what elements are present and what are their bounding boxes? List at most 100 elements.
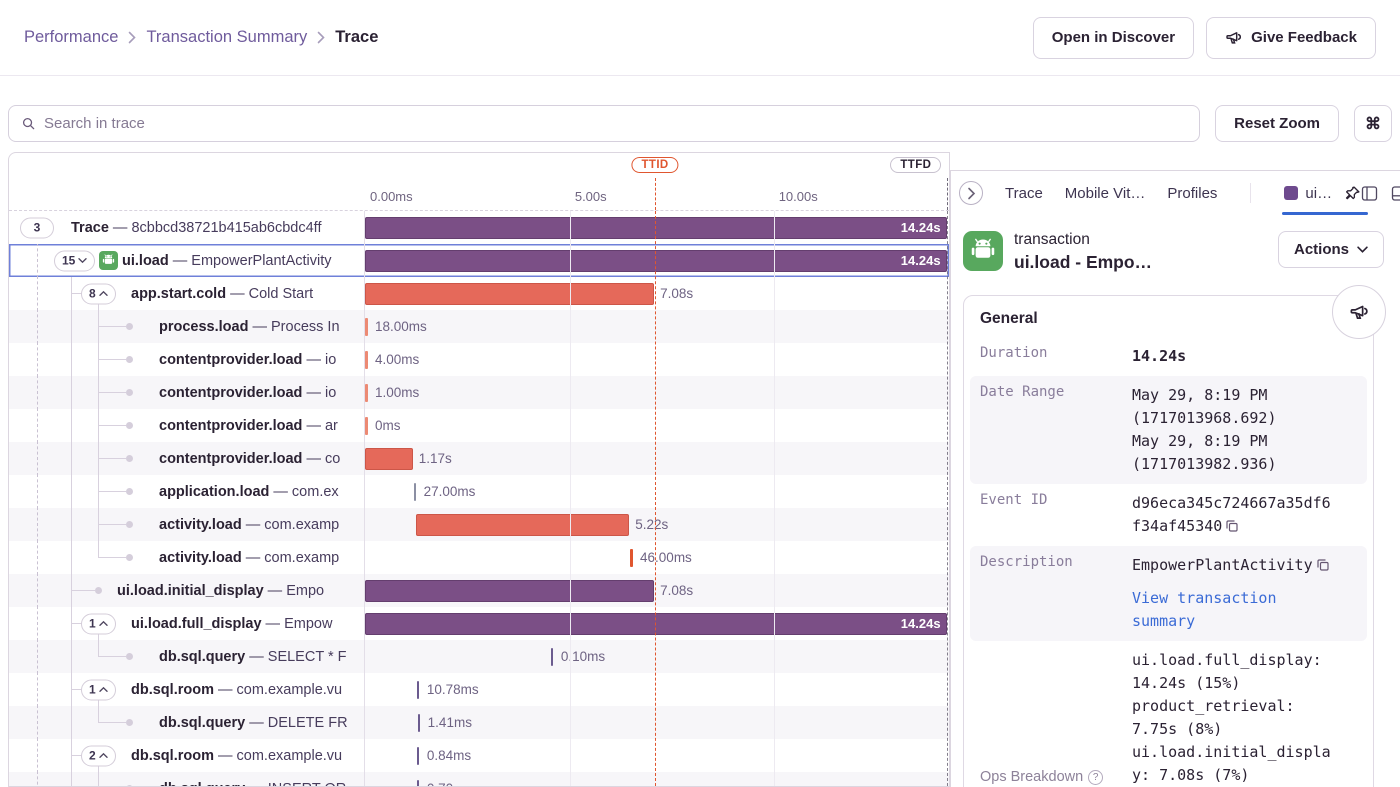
ops-breakdown-item: ui.load.full_display: 14.24s (15%)	[1132, 649, 1332, 695]
span-label: contentprovider.load — io	[159, 376, 362, 409]
trace-row[interactable]: ui.load.initial_display — Empo7.08s	[9, 574, 949, 607]
span-tick	[365, 318, 368, 336]
tab-trace[interactable]: Trace	[1005, 171, 1043, 215]
transaction-titles: transaction ui.load - Empo…	[1014, 231, 1152, 273]
divider	[1250, 183, 1251, 203]
span-description: — EmpowerPlantActivity	[169, 253, 332, 269]
timeline-cell: 14.24s	[365, 244, 949, 277]
search-input[interactable]	[44, 115, 1187, 132]
trace-row[interactable]: application.load — com.ex27.00ms	[9, 475, 949, 508]
reset-zoom-button[interactable]: Reset Zoom	[1215, 105, 1339, 142]
tab-ui[interactable]: ui…	[1284, 171, 1332, 215]
duration-label: 1.00ms	[375, 376, 419, 409]
actions-button[interactable]: Actions	[1278, 231, 1384, 268]
trace-row[interactable]: contentprovider.load — io4.00ms	[9, 343, 949, 376]
timeline-cell: 14.24s	[365, 211, 949, 244]
span-description: — com.examp	[242, 550, 340, 566]
tab-label: Profiles	[1167, 185, 1217, 202]
collapse-drawer-button[interactable]	[959, 181, 983, 205]
tree-guide-line	[37, 640, 38, 673]
help-icon[interactable]: ?	[1088, 770, 1103, 785]
duration-label: 27.00ms	[424, 475, 476, 508]
breadcrumb-chevron-icon	[128, 31, 136, 44]
span-tick	[417, 681, 420, 699]
copy-icon[interactable]	[1225, 519, 1239, 533]
general-title: General	[964, 296, 1373, 337]
trace-row[interactable]: db.sql.query — INSERT OR0.70	[9, 772, 949, 786]
span-description: — io	[302, 352, 336, 368]
tree-guide-line	[37, 244, 38, 277]
trace-row[interactable]: 1ui.load.full_display — Empow14.24s	[9, 607, 949, 640]
breadcrumb-transaction-summary[interactable]: Transaction Summary	[146, 28, 307, 47]
expand-badge[interactable]: 8	[81, 283, 116, 304]
breadcrumb-performance[interactable]: Performance	[24, 28, 118, 47]
timeline-cell: 18.00ms	[365, 310, 949, 343]
expand-badge[interactable]: 15	[54, 250, 95, 271]
expand-badge[interactable]: 2	[81, 745, 116, 766]
android-icon	[963, 231, 1003, 271]
trace-row[interactable]: 8app.start.cold — Cold Start7.08s	[9, 277, 949, 310]
value-text: 14.24s	[1132, 347, 1186, 365]
span-op: db.sql.room	[131, 748, 214, 764]
give-feedback-button[interactable]: Give Feedback	[1206, 17, 1376, 59]
trace-row[interactable]: activity.load — com.examp 46.00ms	[9, 541, 949, 574]
tab-mobilevit[interactable]: Mobile Vit…	[1065, 171, 1146, 215]
tree-connector	[71, 590, 95, 591]
tree-guide-line	[37, 343, 38, 376]
trace-row[interactable]: db.sql.query — SELECT * F0.10ms	[9, 640, 949, 673]
duration-label: 7.08s	[660, 277, 693, 310]
trace-row[interactable]: contentprovider.load — ar0ms	[9, 409, 949, 442]
span-tick	[365, 417, 368, 435]
duration-label: 46.00ms	[640, 541, 692, 574]
span-op: Trace	[71, 220, 109, 236]
tree-guide-line	[37, 673, 38, 706]
detail-value: May 29, 8:19 PM (1717013968.692)May 29, …	[1132, 384, 1332, 476]
tab-label: Trace	[1005, 185, 1043, 202]
tab-profiles[interactable]: Profiles	[1167, 171, 1217, 215]
open-in-discover-button[interactable]: Open in Discover	[1033, 17, 1194, 59]
search-box	[8, 105, 1200, 142]
trace-row[interactable]: activity.load — com.examp5.22s	[9, 508, 949, 541]
span-tick	[365, 384, 368, 402]
expand-badge[interactable]: 3	[20, 217, 54, 238]
timeline-cell: 1.17s	[365, 442, 949, 475]
dock-bottom-icon[interactable]	[1391, 185, 1400, 202]
trace-row[interactable]: contentprovider.load — co1.17s	[9, 442, 949, 475]
span-op: app.start.cold	[131, 286, 226, 302]
detail-label: Event ID	[980, 492, 1132, 538]
trace-row[interactable]: 1db.sql.room — com.example.vu10.78ms	[9, 673, 949, 706]
trace-row[interactable]: contentprovider.load — io 1.00ms	[9, 376, 949, 409]
tree-cell: activity.load — com.examp	[9, 541, 365, 574]
dock-left-icon[interactable]	[1361, 185, 1378, 202]
duration-label: 14.24s	[901, 250, 941, 272]
card-feedback-button[interactable]	[1332, 285, 1386, 339]
view-transaction-summary-link[interactable]: View transaction summary	[1132, 587, 1332, 633]
page-header: Performance Transaction Summary Trace Op…	[0, 0, 1400, 76]
pin-tab-icon[interactable]	[1344, 185, 1361, 202]
detail-row-date-range: Date RangeMay 29, 8:19 PM (1717013968.69…	[970, 376, 1367, 484]
trace-row[interactable]: 3Trace — 8cbbcd38721b415ab6cbdc4ff14.24s	[9, 211, 949, 244]
axis-tick-label: 5.00s	[575, 189, 607, 204]
span-tick	[417, 747, 420, 765]
trace-row[interactable]: process.load — Process In18.00ms	[9, 310, 949, 343]
detail-value: 14.24s	[1132, 345, 1332, 368]
duration-label: 1.41ms	[428, 706, 472, 739]
span-label: ui.load.initial_display — Empo	[117, 574, 362, 607]
span-dot-icon	[126, 521, 133, 528]
chevron-down-icon	[1357, 246, 1368, 253]
trace-row[interactable]: db.sql.query — DELETE FR1.41ms	[9, 706, 949, 739]
span-dot-icon	[126, 719, 133, 726]
trace-row[interactable]: 15ui.load — EmpowerPlantActivity14.24s	[9, 244, 949, 277]
trace-row[interactable]: 2db.sql.room — com.example.vu0.84ms	[9, 739, 949, 772]
detail-row-description: DescriptionEmpowerPlantActivityView tran…	[970, 546, 1367, 641]
span-description: — co	[302, 451, 340, 467]
copy-icon[interactable]	[1316, 558, 1330, 572]
span-op: process.load	[159, 319, 248, 335]
timeline-cell: 10.78ms	[365, 673, 949, 706]
tree-cell: 1db.sql.room — com.example.vu	[9, 673, 365, 706]
span-bar: 14.24s	[365, 250, 947, 272]
tree-connector	[98, 425, 126, 426]
expand-badge[interactable]: 1	[81, 613, 116, 634]
shortcut-button[interactable]: ⌘	[1354, 105, 1392, 142]
expand-badge[interactable]: 1	[81, 679, 116, 700]
